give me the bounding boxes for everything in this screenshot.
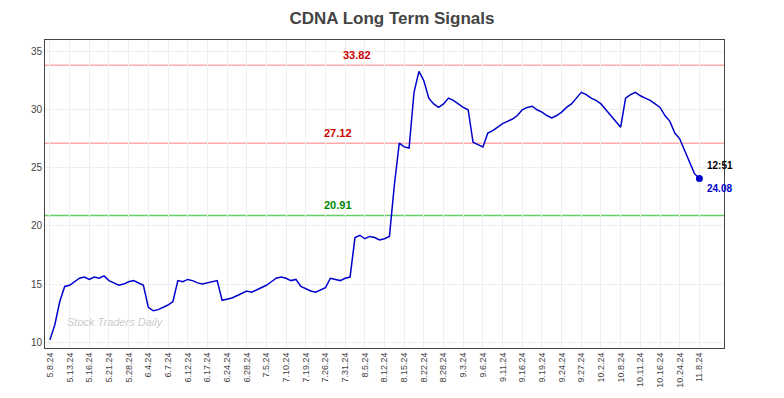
- svg-text:10.2.24: 10.2.24: [596, 353, 606, 383]
- svg-text:6.28.24: 6.28.24: [242, 353, 252, 383]
- svg-text:Stock Traders Daily: Stock Traders Daily: [67, 316, 164, 328]
- svg-text:9.19.24: 9.19.24: [537, 353, 547, 383]
- svg-text:24.08: 24.08: [707, 183, 732, 194]
- svg-text:12:51: 12:51: [707, 160, 733, 171]
- svg-text:10: 10: [31, 337, 43, 348]
- svg-text:27.12: 27.12: [324, 127, 352, 139]
- svg-text:6.4.24: 6.4.24: [143, 353, 153, 378]
- svg-text:7.26.24: 7.26.24: [320, 353, 330, 383]
- svg-text:9.16.24: 9.16.24: [517, 353, 527, 383]
- svg-text:20: 20: [31, 220, 43, 231]
- svg-text:9.6.24: 9.6.24: [478, 353, 488, 378]
- svg-text:5.16.24: 5.16.24: [84, 353, 94, 383]
- svg-text:5.8.24: 5.8.24: [45, 353, 55, 378]
- svg-text:8.28.24: 8.28.24: [438, 353, 448, 383]
- svg-text:5.13.24: 5.13.24: [65, 353, 75, 383]
- svg-text:6.17.24: 6.17.24: [202, 353, 212, 383]
- svg-text:8.22.24: 8.22.24: [419, 353, 429, 383]
- svg-text:30: 30: [31, 104, 43, 115]
- svg-text:8.5.24: 8.5.24: [360, 353, 370, 378]
- svg-text:7.31.24: 7.31.24: [340, 353, 350, 383]
- svg-text:7.5.24: 7.5.24: [261, 353, 271, 378]
- svg-text:7.19.24: 7.19.24: [301, 353, 311, 383]
- svg-text:25: 25: [31, 162, 43, 173]
- svg-text:10.8.24: 10.8.24: [616, 353, 626, 383]
- svg-text:7.10.24: 7.10.24: [281, 353, 291, 383]
- svg-text:35: 35: [31, 46, 43, 57]
- svg-text:6.12.24: 6.12.24: [183, 353, 193, 383]
- svg-text:8.15.24: 8.15.24: [399, 353, 409, 383]
- svg-text:6.24.24: 6.24.24: [222, 353, 232, 383]
- svg-text:9.3.24: 9.3.24: [458, 353, 468, 378]
- svg-text:10.11.24: 10.11.24: [635, 353, 645, 387]
- svg-text:20.91: 20.91: [324, 199, 352, 211]
- svg-text:10.16.24: 10.16.24: [655, 353, 665, 388]
- svg-text:8.12.24: 8.12.24: [379, 353, 389, 383]
- svg-text:9.24.24: 9.24.24: [557, 353, 567, 383]
- svg-text:CDNA Long Term Signals: CDNA Long Term Signals: [290, 9, 495, 28]
- svg-text:9.27.24: 9.27.24: [576, 353, 586, 383]
- svg-text:5.21.24: 5.21.24: [104, 353, 114, 383]
- svg-text:9.11.24: 9.11.24: [498, 353, 508, 382]
- svg-text:33.82: 33.82: [343, 49, 371, 61]
- svg-text:6.7.24: 6.7.24: [163, 353, 173, 378]
- svg-text:10.24.24: 10.24.24: [675, 353, 685, 388]
- svg-text:15: 15: [31, 279, 43, 290]
- svg-text:5.28.24: 5.28.24: [124, 353, 134, 383]
- svg-text:11.8.24: 11.8.24: [694, 353, 704, 382]
